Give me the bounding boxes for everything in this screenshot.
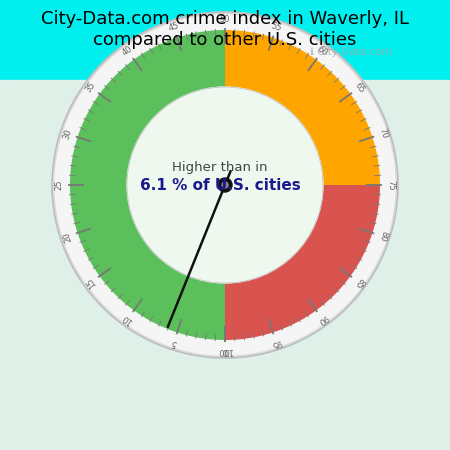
Polygon shape (225, 30, 380, 185)
Text: 6.1 % of U.S. cities: 6.1 % of U.S. cities (140, 177, 301, 193)
Text: 70: 70 (377, 127, 389, 140)
Text: 60: 60 (315, 44, 329, 58)
Circle shape (52, 12, 398, 358)
Text: 50: 50 (220, 14, 230, 23)
Text: 90: 90 (316, 313, 329, 326)
Text: 30: 30 (61, 127, 73, 140)
Text: 10: 10 (121, 313, 134, 326)
Text: 5: 5 (170, 338, 178, 348)
Text: 20: 20 (61, 230, 73, 243)
Text: 65: 65 (352, 81, 366, 94)
Text: Higher than in: Higher than in (172, 161, 268, 174)
Text: ℹ City-Data.com: ℹ City-Data.com (310, 47, 392, 57)
Text: City-Data.com crime index in Waverly, IL
compared to other U.S. cities: City-Data.com crime index in Waverly, IL… (41, 10, 409, 49)
Text: 85: 85 (352, 276, 366, 289)
Bar (0, 80, 450, 450)
Text: 0: 0 (222, 346, 228, 356)
Circle shape (55, 15, 395, 355)
Circle shape (127, 87, 323, 283)
Text: 100: 100 (217, 346, 233, 356)
Polygon shape (225, 185, 380, 340)
Text: 95: 95 (270, 337, 283, 349)
Text: 40: 40 (121, 44, 134, 58)
Circle shape (218, 178, 232, 192)
Text: 80: 80 (377, 230, 389, 243)
Text: 15: 15 (84, 276, 98, 289)
Text: 25: 25 (54, 180, 63, 190)
Text: 35: 35 (84, 81, 98, 94)
Text: 55: 55 (270, 21, 283, 33)
Polygon shape (70, 30, 225, 340)
Circle shape (222, 182, 228, 188)
Text: 45: 45 (167, 21, 180, 33)
Text: 75: 75 (387, 180, 396, 190)
